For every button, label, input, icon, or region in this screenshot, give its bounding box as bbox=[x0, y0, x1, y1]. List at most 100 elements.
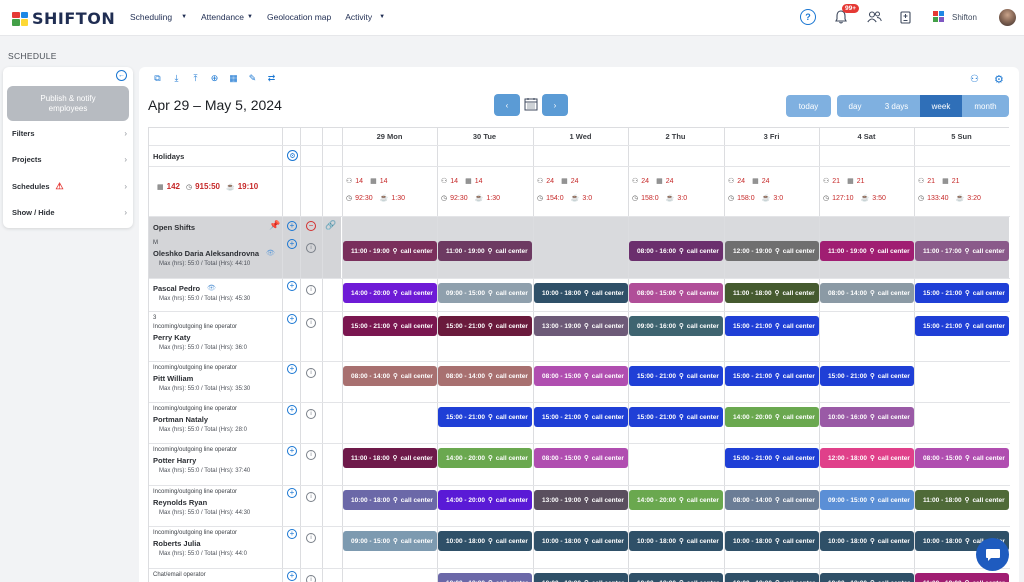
employee-name[interactable]: Pitt William bbox=[153, 374, 194, 383]
shift-block[interactable]: 15:00 - 21:00 ⚲ call center bbox=[725, 366, 819, 386]
pin-icon[interactable]: 📌 bbox=[269, 220, 281, 230]
day-header[interactable]: 1 Wed bbox=[569, 132, 592, 141]
employee-name[interactable]: Portman Nataly bbox=[153, 415, 209, 424]
edit-icon[interactable]: ✎ bbox=[248, 73, 257, 83]
collapse-panel-icon[interactable]: ← bbox=[116, 70, 127, 81]
nav-attendance[interactable]: Attendance ▼ bbox=[201, 12, 253, 22]
info-icon[interactable]: i bbox=[306, 243, 316, 253]
shift-block[interactable]: 09:00 - 15:00 ⚲ call center bbox=[343, 531, 437, 551]
calendar-icon[interactable] bbox=[523, 96, 539, 112]
employee-name[interactable]: Pascal Pedro bbox=[153, 284, 201, 293]
shift-block[interactable]: 10:00 - 18:00⚲call center bbox=[534, 573, 628, 582]
shift-block[interactable]: 11:00 - 18:00 ⚲ call center bbox=[343, 448, 437, 468]
view-month-button[interactable]: month bbox=[962, 95, 1009, 117]
info-icon[interactable]: i bbox=[306, 409, 316, 419]
employee-name[interactable]: Roberts Julia bbox=[153, 539, 201, 548]
shift-block[interactable]: 10:00 - 18:00⚲call center bbox=[343, 490, 437, 510]
shift-block[interactable]: 15:00 - 21:00 ⚲ call center bbox=[915, 316, 1009, 336]
shift-block[interactable]: 09:00 - 15:00 ⚲ call center bbox=[820, 490, 914, 510]
download-icon[interactable]: ⤓ bbox=[174, 73, 179, 83]
add-shift-icon[interactable]: + bbox=[287, 239, 297, 249]
nav-geolocation-map[interactable]: Geolocation map bbox=[266, 12, 332, 22]
holiday-settings-icon[interactable]: ⚙ bbox=[287, 150, 298, 161]
settings-icon[interactable]: ⚙ bbox=[994, 74, 1004, 86]
add-user-icon[interactable]: ⊕ bbox=[210, 73, 219, 83]
user-avatar[interactable] bbox=[999, 9, 1016, 26]
view-day-button[interactable]: day bbox=[837, 95, 873, 117]
info-icon[interactable]: i bbox=[306, 318, 316, 328]
info-icon[interactable]: i bbox=[306, 450, 316, 460]
shift-block[interactable]: 08:00 - 15:00 ⚲ call center bbox=[534, 448, 628, 468]
company-name[interactable]: Shifton bbox=[952, 13, 977, 22]
shift-block[interactable]: 10:00 - 16:00 ⚲ call center bbox=[820, 407, 914, 427]
info-icon[interactable]: i bbox=[306, 285, 316, 295]
swap-icon[interactable]: ⇄ bbox=[267, 73, 276, 83]
employee-name[interactable]: Potter Harry bbox=[153, 456, 197, 465]
shift-block[interactable]: 14:00 - 20:00 ⚲ call center bbox=[629, 490, 723, 510]
link-icon[interactable]: 🔗 bbox=[325, 220, 337, 230]
employee-name[interactable]: Oleshko Daria Aleksandrovna bbox=[153, 249, 260, 258]
chat-widget-button[interactable] bbox=[976, 538, 1009, 571]
day-header[interactable]: 3 Fri bbox=[763, 132, 780, 141]
add-shift-icon[interactable]: + bbox=[287, 314, 297, 324]
view-3days-button[interactable]: 3 days bbox=[873, 95, 920, 117]
shift-block[interactable]: 12:00 - 19:00 ⚲ call center bbox=[725, 241, 819, 261]
shift-block[interactable]: 15:00 - 21:00 ⚲ call center bbox=[343, 316, 437, 336]
day-header[interactable]: 2 Thu bbox=[665, 132, 686, 141]
sidebar-item-schedules[interactable]: Schedules ⚠ › bbox=[12, 181, 127, 191]
eye-icon[interactable]: 👁 bbox=[266, 250, 275, 257]
shift-block[interactable]: 11:00 - 18:00 ⚲ call center bbox=[915, 490, 1009, 510]
info-icon[interactable]: i bbox=[306, 492, 316, 502]
shift-block[interactable]: 10:00 - 18:00⚲call center bbox=[820, 531, 914, 551]
shift-block[interactable]: 10:00 - 18:00⚲call center bbox=[438, 573, 532, 582]
assign-users-icon[interactable]: ⚇ bbox=[970, 74, 979, 85]
add-shift-icon[interactable]: + bbox=[287, 529, 297, 539]
shift-block[interactable]: 15:00 - 21:00 ⚲ call center bbox=[438, 407, 532, 427]
day-header[interactable]: 5 Sun bbox=[951, 132, 972, 141]
add-shift-icon[interactable]: + bbox=[287, 405, 297, 415]
shift-block[interactable]: 10:00 - 18:00⚲call center bbox=[534, 531, 628, 551]
shift-block[interactable]: 10:00 - 18:00⚲call center bbox=[725, 573, 819, 582]
info-icon[interactable]: i bbox=[306, 575, 316, 582]
shift-block[interactable]: 14:00 - 20:00 ⚲ call center bbox=[725, 407, 819, 427]
shift-block[interactable]: 11:00 - 19:00⚲call center bbox=[915, 573, 1009, 582]
shift-block[interactable]: 08:00 - 14:00 ⚲ call center bbox=[343, 366, 437, 386]
day-header[interactable]: 30 Tue bbox=[472, 132, 497, 141]
shift-block[interactable]: 14:00 - 20:00 ⚲ call center bbox=[438, 490, 532, 510]
shift-block[interactable]: 08:00 - 16:00 ⚲ call center bbox=[629, 241, 723, 261]
shift-block[interactable]: 08:00 - 15:00 ⚲ call center bbox=[534, 366, 628, 386]
day-header[interactable]: 29 Mon bbox=[376, 132, 403, 141]
info-icon[interactable]: i bbox=[306, 368, 316, 378]
shift-block[interactable]: 15:00 - 21:00 ⚲ call center bbox=[438, 316, 532, 336]
shift-block[interactable]: 08:00 - 15:00 ⚲ call center bbox=[629, 283, 723, 303]
shift-block[interactable]: 15:00 - 21:00 ⚲ call center bbox=[629, 407, 723, 427]
nav-activity[interactable]: Activity ▼ bbox=[345, 12, 386, 22]
shift-block[interactable]: 10:00 - 18:00⚲call center bbox=[629, 573, 723, 582]
shift-block[interactable]: 15:00 - 21:00 ⚲ call center bbox=[915, 283, 1009, 303]
add-open-shift-icon[interactable]: + bbox=[287, 221, 297, 231]
shift-block[interactable]: 15:00 - 21:00 ⚲ call center bbox=[820, 366, 914, 386]
shift-block[interactable]: 12:00 - 18:00 ⚲ call center bbox=[820, 448, 914, 468]
shift-block[interactable]: 15:00 - 21:00 ⚲ call center bbox=[725, 448, 819, 468]
view-week-button[interactable]: week bbox=[920, 95, 962, 117]
shift-block[interactable]: 13:00 - 19:00 ⚲ call center bbox=[534, 490, 628, 510]
add-shift-icon[interactable]: + bbox=[287, 364, 297, 374]
shift-block[interactable]: 14:00 - 20:00 ⚲ call center bbox=[343, 283, 437, 303]
add-shift-icon[interactable]: + bbox=[287, 571, 297, 581]
grid-icon[interactable]: ▦ bbox=[229, 73, 238, 83]
prev-week-button[interactable]: ‹ bbox=[494, 94, 520, 116]
upload-icon[interactable]: ⤒ bbox=[193, 73, 198, 83]
shift-block[interactable]: 15:00 - 21:00 ⚲ call center bbox=[725, 316, 819, 336]
add-shift-icon[interactable]: + bbox=[287, 446, 297, 456]
shift-block[interactable]: 11:00 - 19:00⚲call center bbox=[820, 241, 914, 261]
employee-name[interactable]: Reynolds Ryan bbox=[153, 498, 208, 507]
shift-block[interactable]: 09:00 - 16:00 ⚲ call center bbox=[629, 316, 723, 336]
shift-block[interactable]: 15:00 - 21:00 ⚲ call center bbox=[629, 366, 723, 386]
remove-icon[interactable]: − bbox=[306, 221, 316, 231]
shift-block[interactable]: 11:00 - 19:00⚲call center bbox=[438, 241, 532, 261]
shift-block[interactable]: 09:00 - 15:00 ⚲ call center bbox=[438, 283, 532, 303]
logo[interactable]: SHIFTON bbox=[12, 9, 115, 28]
help-icon[interactable]: ? bbox=[800, 9, 816, 25]
shift-block[interactable]: 11:00 - 17:00 ⚲ call center bbox=[915, 241, 1009, 261]
shift-block[interactable]: 11:00 - 18:00 ⚲ call center bbox=[725, 283, 819, 303]
